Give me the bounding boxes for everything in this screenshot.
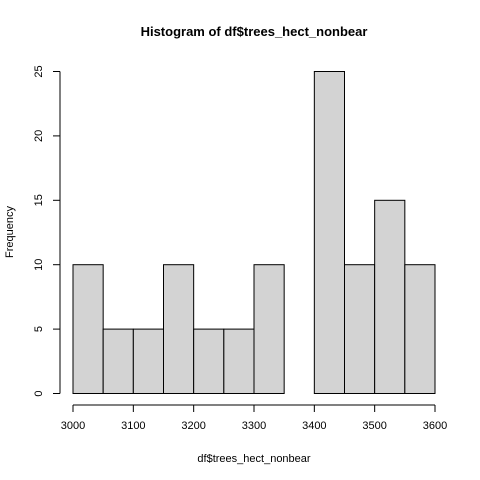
histogram-bar bbox=[102, 328, 134, 395]
y-axis-label: Frequency bbox=[4, 206, 16, 258]
x-axis: 3000 3100 3200 3300 3400 3500 3600 bbox=[61, 404, 447, 432]
x-tick-label: 3500 bbox=[362, 420, 386, 432]
histogram-bar bbox=[313, 71, 346, 394]
histogram-bar bbox=[223, 328, 255, 395]
x-tick-label: 3100 bbox=[121, 420, 145, 432]
x-axis-label: df$trees_hect_nonbear bbox=[197, 453, 310, 465]
histogram-bar bbox=[72, 264, 104, 395]
histogram-bar bbox=[344, 264, 376, 395]
bars-group bbox=[72, 71, 436, 395]
y-axis: 0 5 10 15 20 25 bbox=[33, 65, 61, 397]
histogram-bar bbox=[253, 264, 285, 395]
histogram-bar bbox=[404, 264, 436, 395]
histogram-bar bbox=[374, 199, 406, 394]
histogram-bar bbox=[163, 264, 195, 395]
x-tick-label: 3400 bbox=[302, 420, 326, 432]
y-tick-label: 15 bbox=[33, 194, 45, 206]
y-tick-label: 20 bbox=[33, 130, 45, 142]
chart-title: Histogram of df$trees_hect_nonbear bbox=[141, 24, 368, 39]
y-tick-label: 10 bbox=[33, 259, 45, 271]
x-tick-label: 3300 bbox=[242, 420, 266, 432]
histogram-bar bbox=[132, 328, 164, 395]
histogram-bar bbox=[193, 328, 225, 395]
x-tick-label: 3600 bbox=[423, 420, 447, 432]
y-tick-label: 25 bbox=[33, 65, 45, 77]
x-tick-label: 3200 bbox=[181, 420, 205, 432]
y-tick-label: 5 bbox=[33, 326, 45, 332]
y-tick-label: 0 bbox=[33, 390, 45, 396]
x-tick-label: 3000 bbox=[61, 420, 85, 432]
